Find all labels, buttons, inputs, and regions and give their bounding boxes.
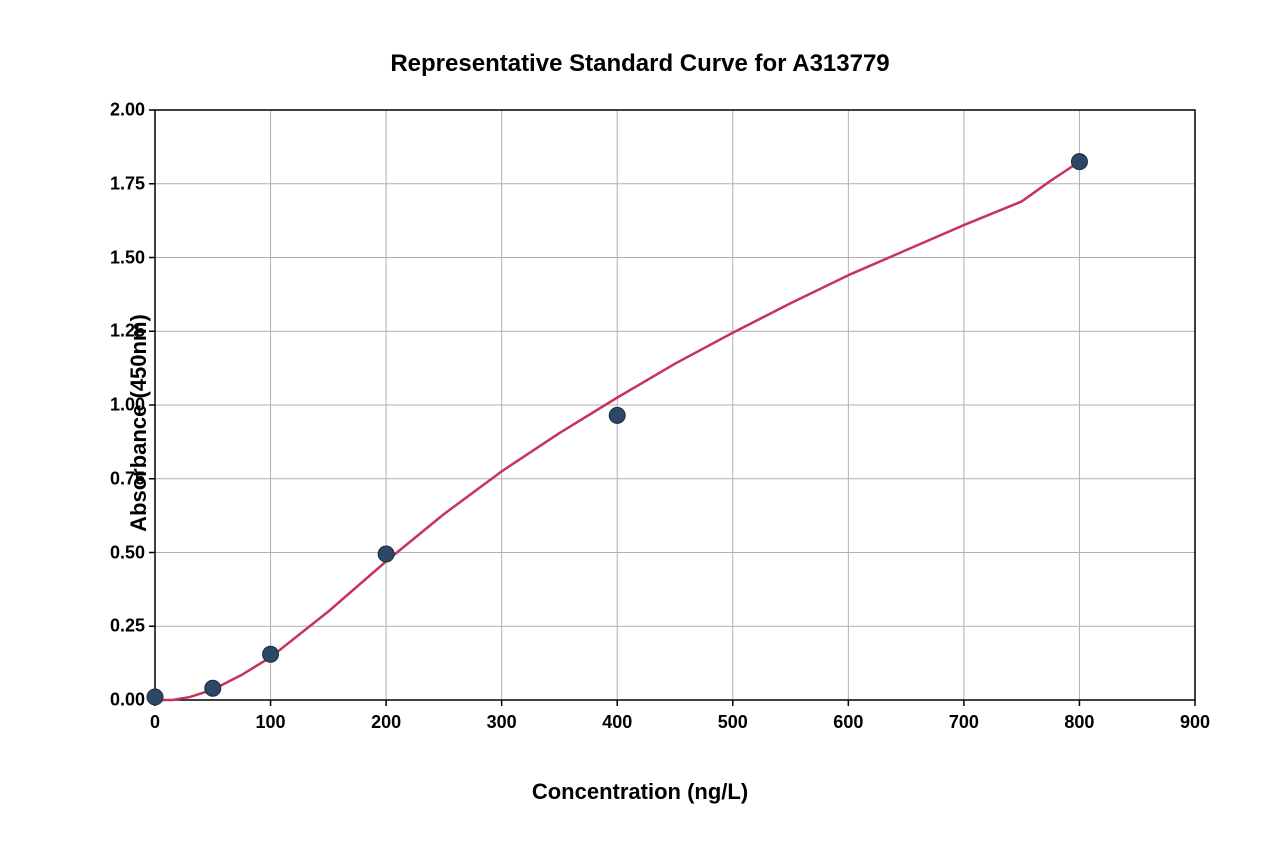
data-point [1071, 154, 1087, 170]
data-point [378, 546, 394, 562]
y-tick-label: 1.75 [95, 173, 145, 194]
y-tick-label: 0.50 [95, 542, 145, 563]
y-tick-label: 1.25 [95, 321, 145, 342]
y-tick-label: 2.00 [95, 100, 145, 121]
x-tick-label: 400 [602, 712, 632, 733]
y-tick-label: 1.00 [95, 395, 145, 416]
data-point [609, 407, 625, 423]
y-tick-label: 0.25 [95, 616, 145, 637]
plot-svg [155, 110, 1195, 700]
x-tick-label: 800 [1064, 712, 1094, 733]
x-tick-label: 700 [949, 712, 979, 733]
plot-area [155, 110, 1195, 700]
x-tick-label: 600 [833, 712, 863, 733]
x-tick-label: 100 [256, 712, 286, 733]
y-axis-label: Absorbance (450nm) [126, 314, 152, 532]
x-tick-label: 300 [487, 712, 517, 733]
x-tick-label: 900 [1180, 712, 1210, 733]
chart-container: Representative Standard Curve for A31377… [0, 0, 1280, 845]
data-point [205, 680, 221, 696]
x-tick-label: 200 [371, 712, 401, 733]
y-tick-label: 0.75 [95, 468, 145, 489]
data-point [263, 646, 279, 662]
chart-title: Representative Standard Curve for A31377… [0, 50, 1280, 78]
x-tick-label: 500 [718, 712, 748, 733]
x-tick-label: 0 [150, 712, 160, 733]
y-tick-label: 0.00 [95, 690, 145, 711]
y-tick-label: 1.50 [95, 247, 145, 268]
data-point [147, 689, 163, 705]
x-axis-label: Concentration (ng/L) [0, 779, 1280, 805]
